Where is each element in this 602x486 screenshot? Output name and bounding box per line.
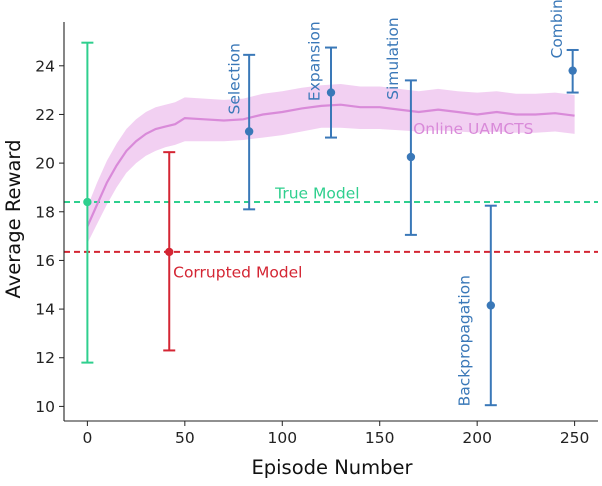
y-tick-label-12: 12 (35, 349, 55, 367)
y-tick-label-20: 20 (35, 155, 55, 173)
annotation-backpropagation: Backpropagation (455, 275, 473, 406)
y-axis-label: Average Reward (2, 140, 25, 299)
errorbar-point-expansion (326, 88, 336, 97)
x-tick-label-150: 150 (365, 429, 395, 447)
x-axis-label: Episode Number (251, 456, 413, 479)
annotation-true-model: True Model (274, 184, 359, 202)
annotation-expansion: Expansion (305, 21, 323, 101)
x-tick-label-200: 200 (462, 429, 492, 447)
y-tick-label-22: 22 (35, 106, 55, 124)
y-tick-label-14: 14 (35, 301, 55, 319)
errorbar-point-true-model (83, 197, 92, 207)
y-tick-label-10: 10 (35, 398, 55, 416)
x-tick-label-250: 250 (560, 429, 590, 447)
confidence-band-layer (87, 84, 575, 244)
annotation-selection: Selection (225, 43, 243, 114)
confidence-band-0 (87, 84, 575, 244)
y-tick-label-24: 24 (35, 57, 55, 75)
errorbars-layer (81, 41, 579, 407)
annotation-combined: Combined (548, 0, 566, 59)
errorbar-point-backpropagation (486, 301, 496, 310)
y-tick-label-16: 16 (35, 252, 55, 270)
series-line-online-uamcts (86, 103, 575, 227)
errorbar-point-combined (568, 66, 577, 75)
series-line-layer (86, 103, 575, 227)
y-tick-label-18: 18 (35, 203, 55, 221)
errorbar-point-selection (244, 127, 254, 136)
annotations-layer: Online UAMCTS True Model Corrupted Model Se… (173, 0, 566, 406)
errorbar-point-corrupted-model (165, 247, 174, 257)
reference-lines-layer (64, 201, 598, 253)
errorbar-point-simulation (406, 152, 416, 162)
x-tick-label-50: 50 (175, 429, 195, 447)
annotation-online-uamcts: Online UAMCTS (413, 120, 533, 138)
x-tick-label-100: 100 (267, 429, 297, 447)
annotation-simulation: Simulation (384, 17, 402, 100)
annotation-corrupted-model: Corrupted Model (173, 263, 302, 281)
x-tick-label-0: 0 (82, 429, 92, 447)
axes-layer: 0 50 100 150 200 250 10 12 14 16 18 20 22 24 (35, 22, 598, 447)
